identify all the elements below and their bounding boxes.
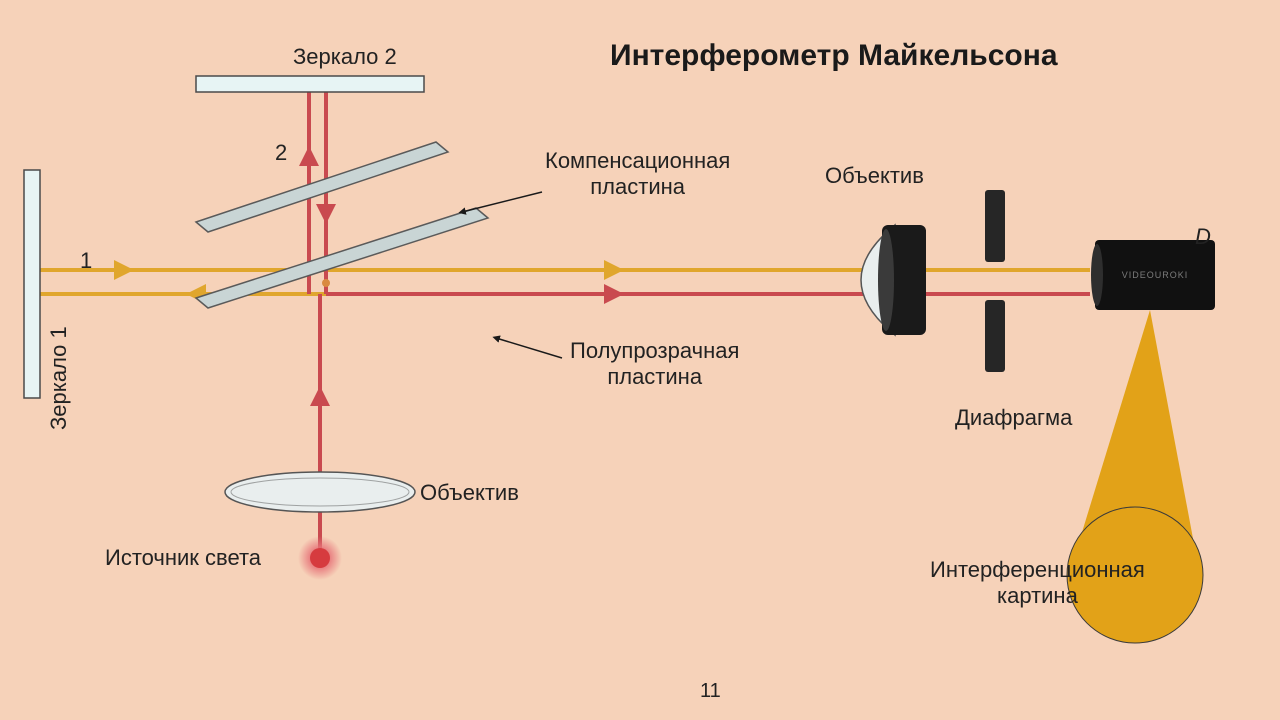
label-interference: Интерференционная картина xyxy=(930,557,1145,610)
label-mirror2: Зеркало 2 xyxy=(293,44,397,70)
label-aperture: Диафрагма xyxy=(955,405,1072,431)
label-detector-d: D xyxy=(1195,224,1211,250)
diagram-title: Интерферометр Майкельсона xyxy=(610,38,1058,74)
label-lens-right: Объектив xyxy=(825,163,924,189)
label-mirror1: Зеркало 1 xyxy=(46,326,72,430)
label-lens-bottom: Объектив xyxy=(420,480,519,506)
label-two: 2 xyxy=(275,140,287,166)
label-comp-plate: Компенсационная пластина xyxy=(545,148,730,201)
label-source: Источник света xyxy=(105,545,261,571)
svg-text:VIDEOUROKI: VIDEOUROKI xyxy=(1122,270,1189,280)
diagram-stage: VIDEOUROKI Интерферометр Майкельсона Зер… xyxy=(0,0,1280,720)
page-number: 11 xyxy=(700,680,721,703)
label-semitrans-plate: Полупрозрачная пластина xyxy=(570,338,739,391)
label-one: 1 xyxy=(80,248,92,274)
